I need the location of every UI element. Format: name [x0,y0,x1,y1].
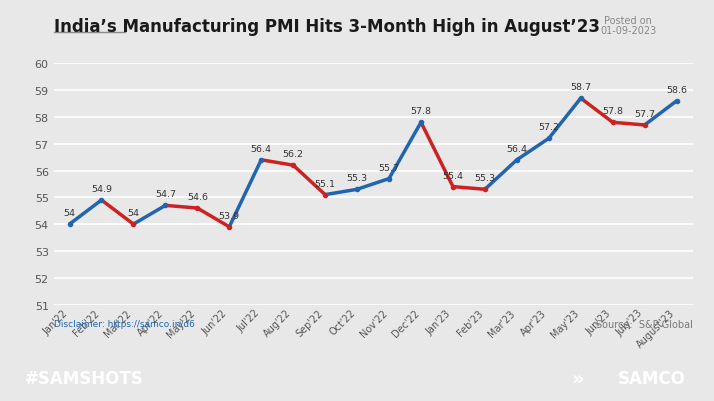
Text: 57.8: 57.8 [411,107,431,116]
Text: Source:  S&P Global: Source: S&P Global [595,319,693,329]
Text: 57.8: 57.8 [602,107,623,116]
Text: 55.1: 55.1 [315,179,336,188]
Text: 56.4: 56.4 [251,144,272,154]
Text: 54.7: 54.7 [155,190,176,199]
Text: 01-09-2023: 01-09-2023 [600,26,656,36]
Text: SAMCO: SAMCO [618,369,685,387]
Text: 58.6: 58.6 [666,86,687,95]
Text: India’s Manufacturing PMI Hits 3-Month High in August’23: India’s Manufacturing PMI Hits 3-Month H… [54,18,600,36]
Text: 54: 54 [127,209,139,218]
Text: #SAMSHOTS: #SAMSHOTS [25,369,144,387]
Text: 55.3: 55.3 [474,174,496,183]
Text: Disclaimer: https://samco.in/d6: Disclaimer: https://samco.in/d6 [54,319,194,328]
Text: 55.3: 55.3 [346,174,368,183]
Text: 54: 54 [64,209,76,218]
Text: 57.7: 57.7 [634,110,655,119]
Text: 54.6: 54.6 [187,192,208,202]
Text: 56.2: 56.2 [283,150,303,159]
Text: 55.7: 55.7 [378,163,400,172]
Text: 56.4: 56.4 [506,144,528,154]
Text: »: » [571,369,584,387]
Text: 57.2: 57.2 [538,123,559,132]
Text: 55.4: 55.4 [443,171,463,180]
Text: 53.9: 53.9 [218,211,240,220]
Text: Posted on: Posted on [604,16,653,26]
Text: 54.9: 54.9 [91,184,112,194]
Text: 58.7: 58.7 [570,83,591,92]
